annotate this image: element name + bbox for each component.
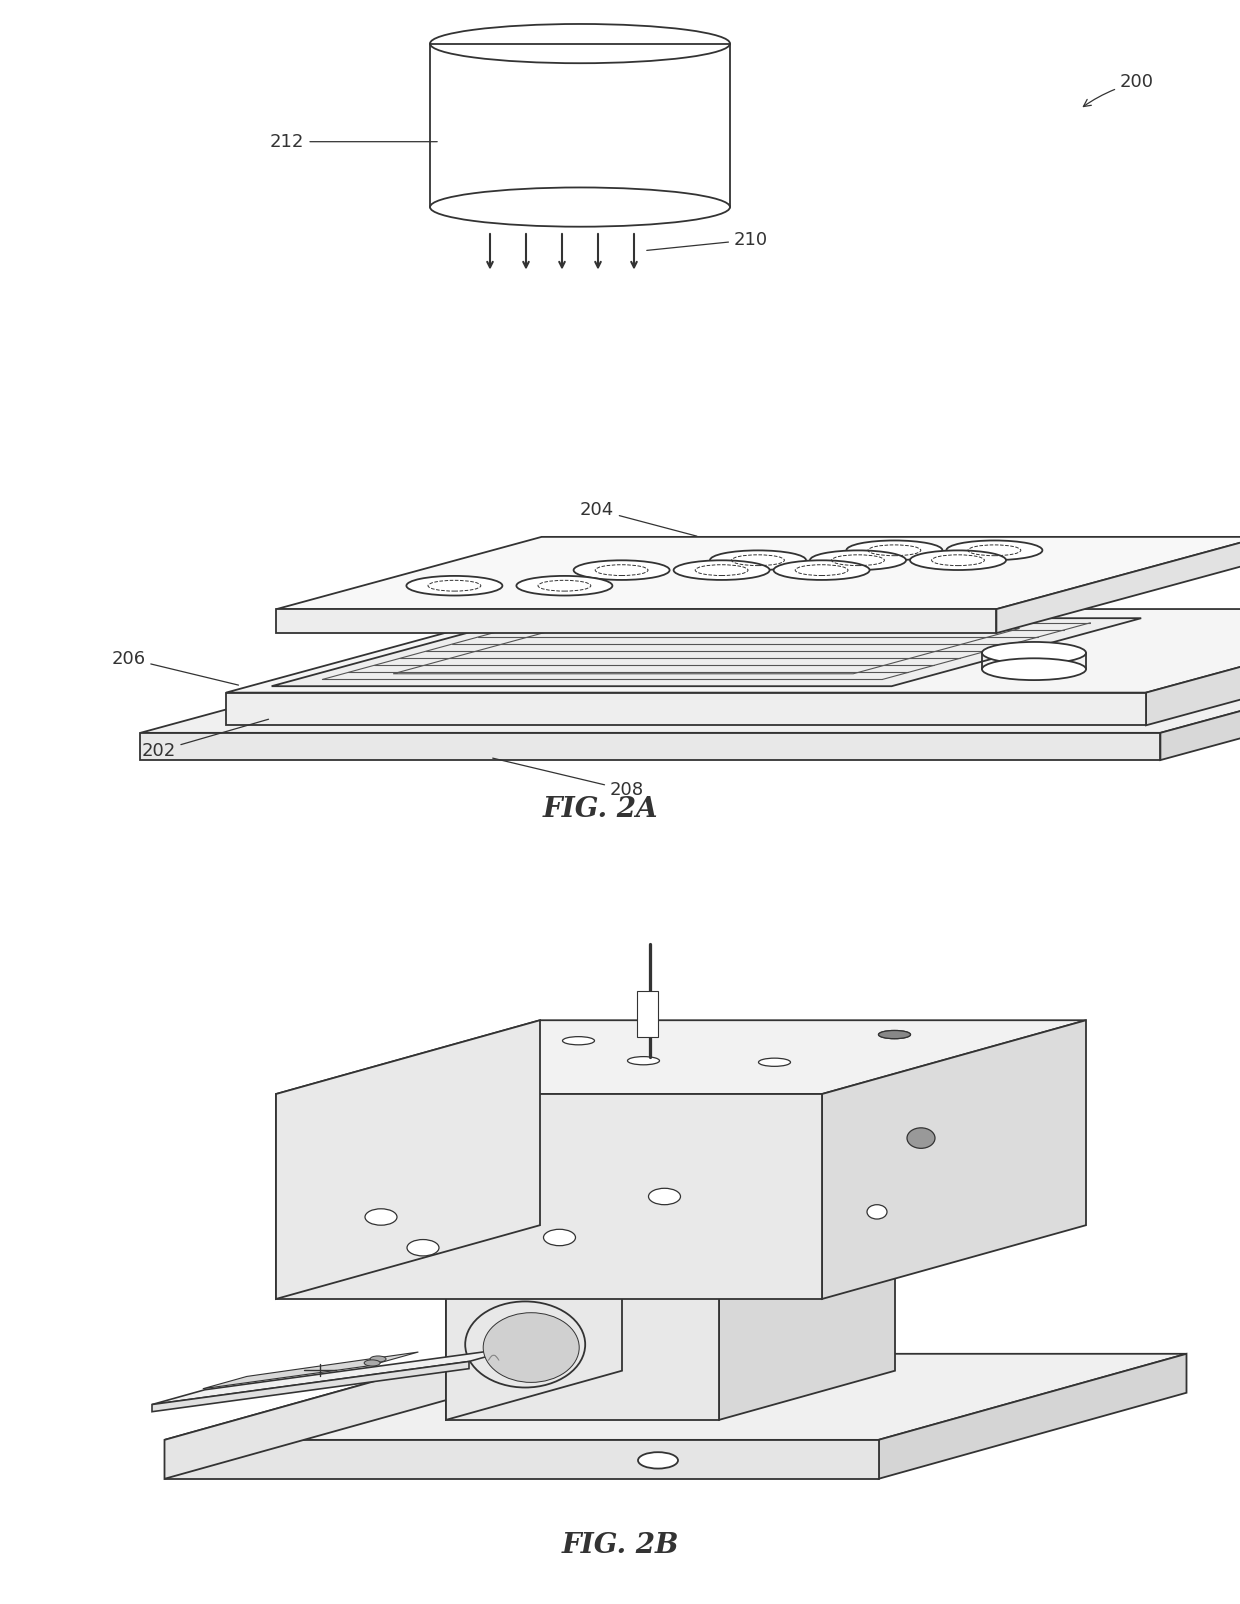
Ellipse shape — [543, 1229, 575, 1246]
Polygon shape — [719, 1238, 895, 1420]
Text: 210: 210 — [647, 231, 768, 250]
Ellipse shape — [847, 541, 942, 560]
Ellipse shape — [910, 550, 1006, 569]
Ellipse shape — [982, 658, 1086, 680]
Polygon shape — [822, 1020, 1086, 1299]
Polygon shape — [165, 1354, 472, 1479]
Ellipse shape — [574, 560, 670, 581]
Ellipse shape — [365, 1360, 381, 1367]
Polygon shape — [277, 1020, 1086, 1094]
Polygon shape — [153, 1362, 469, 1412]
Polygon shape — [226, 610, 1240, 693]
Ellipse shape — [430, 24, 730, 63]
Polygon shape — [1146, 610, 1240, 725]
Ellipse shape — [774, 560, 869, 581]
Text: 212: 212 — [270, 133, 438, 151]
Polygon shape — [446, 1238, 622, 1420]
Text: FIG. 2A: FIG. 2A — [542, 796, 657, 823]
Ellipse shape — [639, 1452, 678, 1469]
Ellipse shape — [465, 1301, 585, 1387]
Ellipse shape — [878, 1030, 910, 1039]
Polygon shape — [165, 1440, 878, 1479]
Polygon shape — [203, 1352, 418, 1389]
Polygon shape — [277, 1020, 539, 1299]
Text: 200: 200 — [1084, 74, 1154, 106]
Ellipse shape — [430, 188, 730, 226]
Polygon shape — [165, 1354, 1187, 1440]
Polygon shape — [878, 1354, 1187, 1479]
Ellipse shape — [627, 1057, 660, 1065]
Polygon shape — [1161, 637, 1240, 760]
Ellipse shape — [516, 576, 613, 595]
Ellipse shape — [370, 1355, 386, 1362]
Polygon shape — [446, 1238, 895, 1286]
Polygon shape — [140, 733, 1161, 760]
Ellipse shape — [906, 1128, 935, 1148]
Polygon shape — [153, 1347, 522, 1405]
Ellipse shape — [867, 1205, 887, 1219]
Polygon shape — [140, 637, 1240, 733]
Ellipse shape — [711, 550, 806, 569]
Polygon shape — [997, 537, 1240, 634]
Ellipse shape — [407, 576, 502, 595]
Ellipse shape — [365, 1209, 397, 1225]
Polygon shape — [277, 610, 997, 634]
Ellipse shape — [946, 541, 1043, 560]
Ellipse shape — [810, 550, 906, 569]
Ellipse shape — [484, 1312, 579, 1383]
Polygon shape — [272, 618, 1141, 687]
Ellipse shape — [407, 1240, 439, 1256]
Polygon shape — [446, 1286, 719, 1420]
Ellipse shape — [878, 1030, 910, 1039]
Polygon shape — [430, 43, 730, 207]
Ellipse shape — [982, 642, 1086, 664]
Text: 204: 204 — [579, 500, 697, 536]
Polygon shape — [637, 991, 657, 1038]
Text: 208: 208 — [492, 759, 644, 799]
Ellipse shape — [563, 1036, 594, 1044]
Text: FIG. 2B: FIG. 2B — [562, 1532, 678, 1559]
Text: 206: 206 — [112, 650, 238, 685]
Text: 202: 202 — [141, 719, 269, 760]
Polygon shape — [277, 537, 1240, 610]
Polygon shape — [226, 693, 1146, 725]
Ellipse shape — [759, 1059, 791, 1067]
Ellipse shape — [673, 560, 770, 581]
Polygon shape — [277, 1094, 822, 1299]
Ellipse shape — [649, 1189, 681, 1205]
